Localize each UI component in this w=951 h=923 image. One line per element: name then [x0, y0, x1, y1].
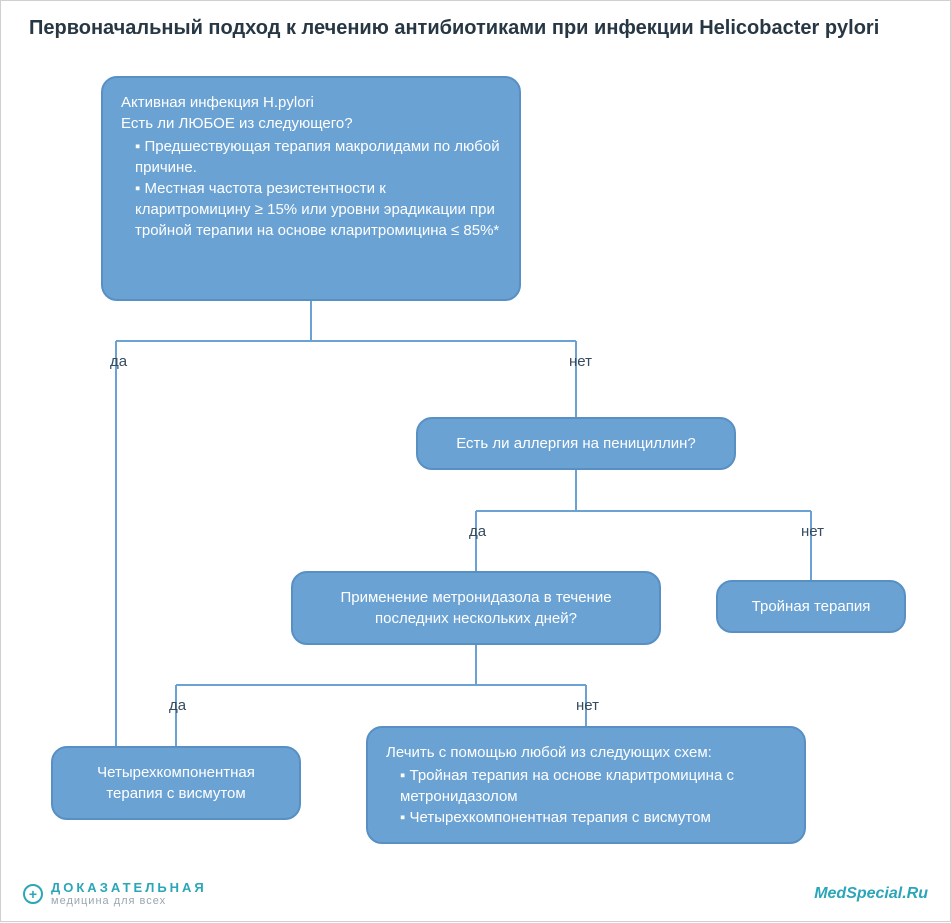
flow-node-quad: Четырехкомпонентная терапия с висмутом	[51, 746, 301, 820]
edge-label-no: нет	[801, 523, 824, 540]
edge-label-yes: да	[469, 523, 486, 540]
page-title: Первоначальный подход к лечению антибиот…	[29, 17, 930, 40]
footer-site: MedSpecial.Ru	[814, 885, 928, 903]
flow-node-metronidazole: Применение метронидазола в течение после…	[291, 571, 661, 645]
brand-logo-icon: +	[23, 884, 43, 904]
flow-node-either: Лечить с помощью любой из следующих схем…	[366, 726, 806, 844]
footer-brand: + ДОКАЗАТЕЛЬНАЯ медицина для всех	[23, 880, 207, 907]
edge-label-yes: да	[110, 353, 127, 370]
flow-node-triple: Тройная терапия	[716, 580, 906, 633]
flow-node-root: Активная инфекция H.pyloriЕсть ли ЛЮБОЕ …	[101, 76, 521, 301]
brand-line1: ДОКАЗАТЕЛЬНАЯ	[51, 880, 207, 895]
edge-label-no: нет	[576, 697, 599, 714]
edge-label-no: нет	[569, 353, 592, 370]
brand-line2: медицина для всех	[51, 895, 207, 907]
edge-label-yes: да	[169, 697, 186, 714]
flow-node-penicillin: Есть ли аллергия на пенициллин?	[416, 417, 736, 470]
